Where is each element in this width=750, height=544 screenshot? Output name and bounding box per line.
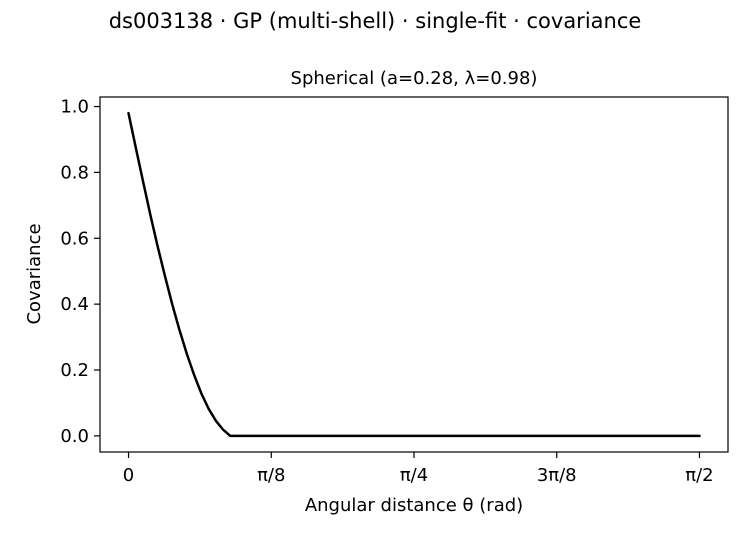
x-tick-label: π/4: [400, 465, 428, 486]
y-tick-label: 0.8: [60, 162, 89, 183]
y-axis-label: Covariance: [24, 223, 45, 324]
y-tick-label: 0.6: [60, 228, 89, 249]
x-axis-label: Angular distance θ (rad): [305, 495, 523, 516]
x-tick-label: π/8: [257, 465, 285, 486]
y-tick-label: 1.0: [60, 97, 89, 118]
series-layer: [127, 111, 701, 438]
y-tick-label: 0.2: [60, 360, 89, 381]
figure-suptitle: ds003138 · GP (multi-shell) · single-fit…: [109, 9, 642, 33]
plot-frame: [99, 96, 729, 453]
x-tick-label: 3π/8: [537, 465, 577, 486]
y-tick-label: 0.4: [60, 294, 89, 315]
y-tick-label: 0.0: [60, 426, 89, 447]
covariance-line: [127, 111, 701, 438]
chart-title: Spherical (a=0.28, λ=0.98): [291, 68, 538, 89]
ticks-layer: 0 π/8 π/4 3π/8 π/2 0.0 0.2 0.4 0.6 0.8 1.0: [60, 97, 713, 486]
x-tick-label: 0: [123, 465, 134, 486]
x-tick-label: π/2: [685, 465, 713, 486]
